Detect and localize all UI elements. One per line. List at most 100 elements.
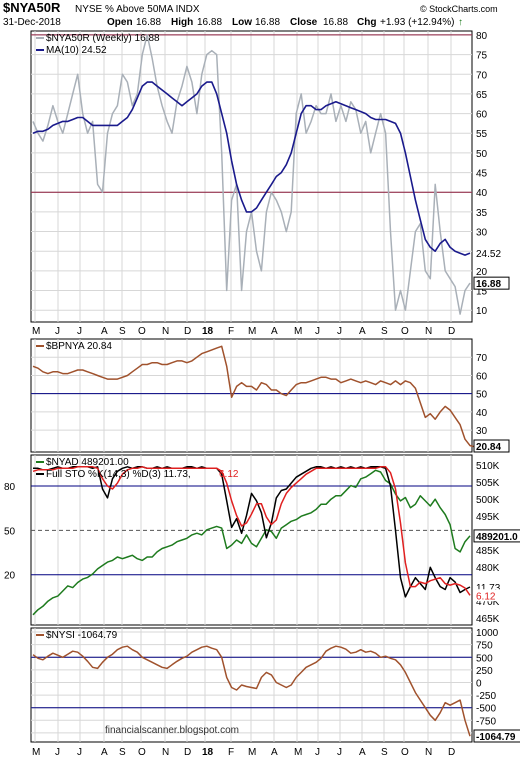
legend-label: Full STO %K(14,3) %D(3) 11.73,: [46, 469, 191, 480]
series--nysi: [32, 645, 471, 737]
x-tick-label: M: [294, 747, 302, 758]
y-tick-label: 500K: [476, 495, 500, 506]
y-tick-label: 65: [476, 90, 488, 101]
x-tick-label: O: [401, 747, 409, 758]
header-symbol: $NYA50R: [3, 0, 61, 15]
series--bpnya: [32, 345, 476, 448]
series--d-3-: [32, 466, 471, 596]
last-value-label: -1064.79: [476, 732, 516, 743]
x-tick-label: N: [425, 326, 432, 337]
legend-label: $BPNYA 20.84: [46, 341, 112, 352]
y-tick-label: 50: [476, 390, 488, 401]
x-axis-bottom: M J J A S O N D 18 F M A M J J A S O N D: [32, 747, 455, 758]
header-chg-arrow: ↑: [458, 17, 463, 28]
credit-text: financialscanner.blogspot.com: [105, 725, 239, 736]
y-tick-label: 15: [476, 287, 488, 298]
header-high-label: High: [171, 17, 193, 28]
y-tick-label: 30: [476, 426, 488, 437]
x-tick-label: M: [248, 326, 256, 337]
x-tick-label: 18: [202, 747, 214, 758]
last-value-label: 489201.0: [476, 532, 518, 543]
x-tick-label: A: [271, 326, 278, 337]
x-tick-label: N: [425, 747, 432, 758]
y-tick-label: 45: [476, 169, 488, 180]
header-description: NYSE % Above 50MA INDX: [75, 4, 200, 15]
last-value-label: 16.88: [476, 279, 501, 290]
header-close: 16.88: [323, 17, 348, 28]
header-chg-label: Chg: [357, 17, 376, 28]
header-open-label: Open: [107, 17, 133, 28]
legend-label: $NYAD 489201.00: [46, 457, 129, 468]
header-date: 31-Dec-2018: [3, 17, 61, 28]
x-tick-label: D: [448, 326, 455, 337]
x-tick-label: D: [184, 326, 191, 337]
last-value-box: [473, 439, 510, 453]
y-tick-label: 480K: [476, 563, 500, 574]
y-tick-label: 465K: [476, 614, 500, 625]
last-value-label: 11.73: [476, 583, 501, 594]
y-tick-label: 75: [476, 51, 488, 62]
x-tick-label: J: [337, 747, 342, 758]
y-tick-label: 250: [476, 666, 493, 677]
y-tick-label: 1000: [476, 628, 499, 639]
y-tick-label: 55: [476, 129, 488, 140]
header-watermark: © StockCharts.com: [420, 4, 498, 14]
y-tick-label: 60: [476, 110, 488, 121]
y-tick-label: 470K: [476, 597, 500, 608]
last-value-box: [474, 247, 509, 260]
series-full-sto-k-14-3-: [33, 466, 471, 598]
x-tick-label: O: [401, 326, 409, 337]
y-tick-label: 750: [476, 641, 493, 652]
panels-group: 10152025303540455055606570758024.5216.88…: [4, 30, 520, 743]
x-tick-label: J: [77, 747, 82, 758]
y-tick-label: 35: [476, 208, 488, 219]
header-low: 16.88: [255, 17, 280, 28]
y-tick-label: 60: [476, 371, 488, 382]
header-chg: +1.93 (+12.94%): [380, 17, 455, 28]
y-tick-label: 40: [476, 188, 488, 199]
x-tick-label: A: [359, 326, 366, 337]
x-tick-label: M: [32, 747, 40, 758]
y-tick-label: 500: [476, 653, 493, 664]
stoch-tick-label: 20: [4, 571, 16, 582]
last-value-box: [474, 589, 503, 602]
y-tick-label: 495K: [476, 512, 500, 523]
stoch-tick-label: 50: [4, 526, 16, 537]
x-tick-label: O: [138, 747, 146, 758]
y-tick-label: 505K: [476, 478, 500, 489]
x-tick-label: S: [119, 747, 126, 758]
x-tick-label: M: [248, 747, 256, 758]
x-tick-label: S: [119, 326, 126, 337]
x-axis-top: M J J A S O N D 18 F M A M J J A S O N D: [32, 326, 455, 337]
x-tick-label: A: [101, 747, 108, 758]
y-tick-label: -500: [476, 704, 496, 715]
x-tick-label: A: [359, 747, 366, 758]
x-tick-label: O: [138, 326, 146, 337]
y-tick-label: 485K: [476, 546, 500, 557]
x-tick-label: M: [32, 326, 40, 337]
legend-label: MA(10) 24.52: [46, 45, 107, 56]
x-tick-label: J: [337, 326, 342, 337]
y-tick-label: -750: [476, 716, 496, 727]
x-tick-label: J: [55, 326, 60, 337]
stoch-tick-label: 80: [4, 482, 16, 493]
last-value-box: [473, 529, 520, 543]
x-tick-label: M: [294, 326, 302, 337]
header-low-label: Low: [232, 17, 252, 28]
last-value-box: [473, 729, 520, 743]
x-tick-label: F: [228, 326, 234, 337]
y-tick-label: 40: [476, 408, 488, 419]
last-value-label: 24.52: [476, 249, 501, 260]
x-tick-label: S: [381, 326, 388, 337]
y-tick-label: 510K: [476, 461, 500, 472]
x-tick-label: S: [381, 747, 388, 758]
header-open: 16.88: [136, 17, 161, 28]
y-tick-label: 50: [476, 149, 488, 160]
y-tick-label: 30: [476, 228, 488, 239]
x-tick-label: D: [184, 747, 191, 758]
last-value-label: 6.12: [476, 591, 496, 602]
x-tick-label: J: [315, 326, 320, 337]
x-tick-label: F: [228, 747, 234, 758]
legend-label: $NYSI -1064.79: [46, 630, 118, 641]
